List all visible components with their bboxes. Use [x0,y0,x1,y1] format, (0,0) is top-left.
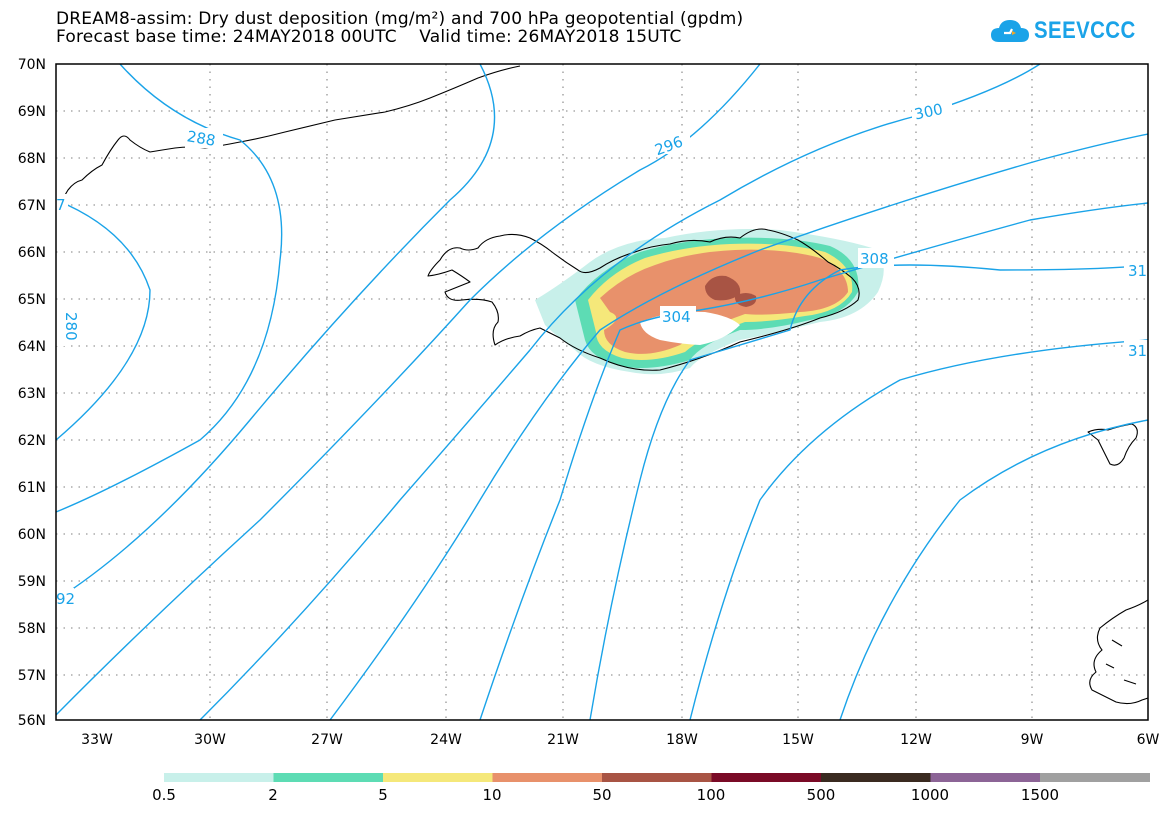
dust-deposition-field [535,229,884,375]
contour-label: 31 [1128,262,1147,280]
lon-label: 27W [311,732,343,748]
legend-swatch [711,773,822,782]
graticule [56,64,1148,720]
contour-label: 300 [913,100,945,124]
contour-label: 92 [56,590,75,608]
seevccc-logo: SEEVCCC [990,16,1154,46]
greenland-coast [56,65,521,211]
contour-300 [329,133,1148,720]
contour-316 [839,419,1148,720]
dust-50-area-2 [734,293,757,307]
contour-280 [56,199,151,441]
lat-label: 68N [18,151,46,167]
lon-label: 21W [547,732,579,748]
lon-label: 12W [900,732,932,748]
scotland-islands [1105,639,1137,685]
lon-label: 30W [194,732,226,748]
lat-label: 60N [18,527,46,543]
lat-label: 57N [18,668,46,684]
lat-label: 70N [18,57,46,73]
contour-296b [199,64,1041,720]
lon-label: 9W [1021,732,1044,748]
legend-label: 100 [696,786,726,804]
scotland-coast [1089,599,1148,705]
legend-swatch [492,773,603,782]
legend-label: 0.5 [152,786,176,804]
contour-308 [589,264,1148,720]
legend-label: 5 [378,786,388,804]
iceland-coast [427,228,860,371]
contour-304 [479,202,1148,720]
dust-50-area [705,275,741,301]
lon-label: 15W [782,732,814,748]
lon-label: 18W [666,732,698,748]
forecast-times: Forecast base time: 24MAY2018 00UTC Vali… [56,27,682,47]
coastlines [56,65,1148,705]
legend-label: 1500 [1020,786,1060,804]
lat-label: 67N [18,198,46,214]
legend-swatch [821,773,931,782]
legend-label: 500 [806,786,836,804]
contour-288 [56,64,283,513]
legend-label: 1000 [910,786,950,804]
legend-swatch [1040,773,1150,782]
cloud-icon [991,20,1029,42]
legend-swatch [602,773,712,782]
contour-label: 288 [186,127,217,150]
contour-label: 7 [56,196,66,214]
lat-label: 65N [18,292,46,308]
lat-label: 66N [18,245,46,261]
lon-label: 6W [1137,732,1160,748]
lat-label: 64N [18,339,46,355]
contour-label: 304 [662,308,691,326]
legend-swatch [930,773,1041,782]
lat-label: 63N [18,386,46,402]
lat-label: 61N [18,480,46,496]
latitude-labels: 70N 69N 68N 67N 66N 65N 64N 63N 62N 61N … [18,57,46,729]
lon-label: 24W [430,732,462,748]
lat-label: 59N [18,574,46,590]
contour-label: 31 [1128,342,1147,360]
contour-label: 308 [860,250,889,268]
legend-colorbar [164,773,1150,782]
longitude-labels: 33W 30W 27W 24W 21W 18W 15W 12W 9W 6W [81,732,1159,748]
lat-label: 69N [18,104,46,120]
contour-label-boxes [56,100,1148,608]
lon-label: 33W [81,732,113,748]
contour-label: 280 [62,312,80,341]
legend-label: 10 [482,786,502,804]
contour-296a [56,64,761,716]
legend-label: 2 [268,786,278,804]
contour-312 [689,339,1148,720]
lat-label: 56N [18,713,46,729]
map-frame [55,63,1149,721]
legend-label: 50 [592,786,612,804]
lat-label: 62N [18,433,46,449]
legend-swatch [273,773,384,782]
contour-292 [56,64,496,601]
geopotential-contours [56,64,1148,720]
lat-label: 58N [18,621,46,637]
legend-swatch [164,773,274,782]
map-title: DREAM8-assim: Dry dust deposition (mg/m²… [56,9,744,29]
faroe-islands [1087,423,1138,466]
logo-text: SEEVCCC [1034,17,1136,44]
legend-swatch [383,773,493,782]
